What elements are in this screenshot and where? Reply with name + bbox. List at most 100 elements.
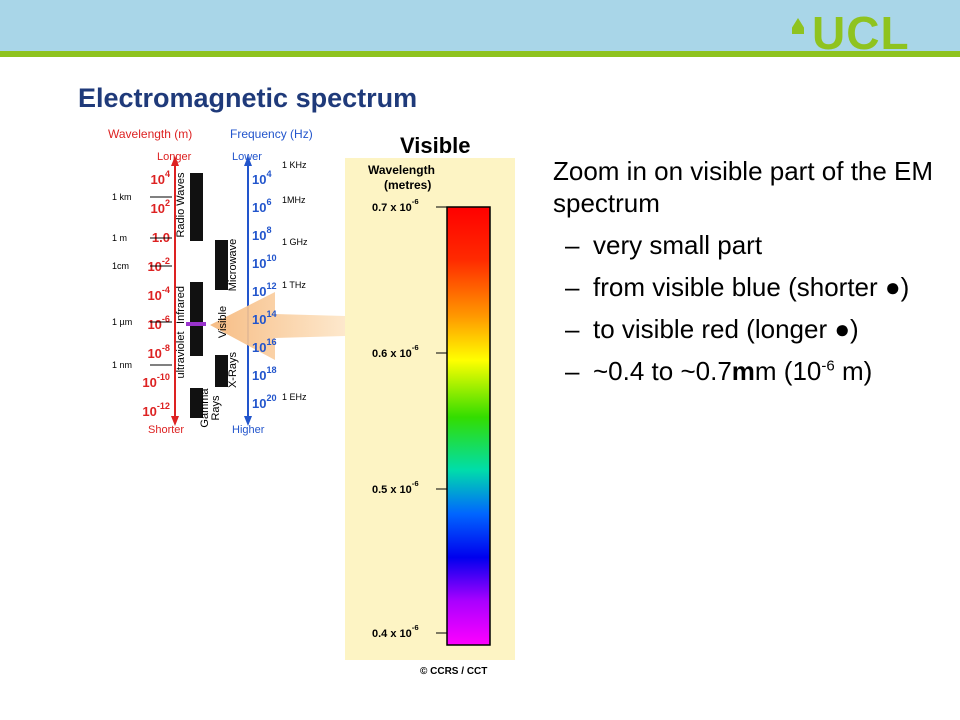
label: © CCRS / CCT xyxy=(420,666,487,677)
base: 10 xyxy=(252,368,266,383)
label: ultraviolet xyxy=(175,331,187,378)
label: Radio Waves xyxy=(175,172,187,238)
base: 10 xyxy=(142,375,156,390)
exponent: 14 xyxy=(266,309,277,319)
base: 10 xyxy=(142,404,156,419)
power-label: 1014 xyxy=(252,309,278,327)
power-label: 1018 xyxy=(252,365,277,383)
base: 10 xyxy=(252,312,266,327)
bullet-marker: – xyxy=(565,356,580,386)
power-label: 10-4 xyxy=(147,285,170,303)
label: Rays xyxy=(210,395,222,421)
power-label: 0.7 x 10-6 xyxy=(372,197,419,214)
power-label: 10-8 xyxy=(147,343,170,361)
ultraviolet-band xyxy=(190,326,203,356)
sub-bullet: – very small part xyxy=(553,229,938,261)
bullet-text: to visible red (longer ●) xyxy=(593,314,859,344)
exponent: -2 xyxy=(162,256,170,266)
header-stripe xyxy=(0,51,960,57)
power-label: 1016 xyxy=(252,337,277,355)
exponent: -6 xyxy=(412,343,419,352)
power-label: 10-12 xyxy=(142,401,170,419)
label: 1cm xyxy=(112,261,129,271)
label: 1 km xyxy=(112,192,132,202)
exponent: 18 xyxy=(266,365,276,375)
main-bullet: Zoom in on visible part of the EM spectr… xyxy=(553,156,934,218)
sub-bullets: – very small part – from visible blue (shor… xyxy=(553,229,938,345)
exponent: -8 xyxy=(162,343,170,353)
label: 1 EHz xyxy=(282,392,307,402)
sub-bullet: – ~0.4 to ~0.7mm (10-6 m) xyxy=(553,355,938,387)
exponent: -6 xyxy=(821,357,835,375)
power-label: 104 xyxy=(252,169,272,187)
power-label: 1020 xyxy=(252,393,277,411)
label: Microwave xyxy=(227,239,239,292)
base: 10 xyxy=(252,256,266,271)
base: 10 xyxy=(252,284,266,299)
exponent: -10 xyxy=(157,372,170,382)
axis-arrow xyxy=(244,416,252,426)
microwave-band xyxy=(215,240,228,290)
base: 0.4 x 10 xyxy=(372,628,412,640)
base: 10 xyxy=(252,200,266,215)
exponent: 20 xyxy=(266,393,276,403)
bullet-marker: – xyxy=(565,314,580,344)
label: Gamma xyxy=(199,388,211,428)
axis-arrow xyxy=(244,156,252,166)
exponent: 4 xyxy=(266,169,272,179)
label: Lower xyxy=(232,151,262,163)
power-label: 102 xyxy=(150,198,170,216)
sub-bullet: – from visible blue (shorter ●) xyxy=(553,271,938,303)
bullet-marker: – xyxy=(565,272,580,302)
label: Visible xyxy=(400,133,471,158)
label: 1 THz xyxy=(282,280,306,290)
power-label: 106 xyxy=(252,197,272,215)
exponent: 12 xyxy=(266,281,276,291)
label: Visible xyxy=(217,306,229,338)
label: Infrared xyxy=(175,286,187,324)
bullet-text: ~0.4 to ~0.7mm (10-6 m) xyxy=(593,355,872,387)
bullet-marker: – xyxy=(565,230,580,260)
symbol: m xyxy=(731,356,755,386)
exponent: -6 xyxy=(412,479,419,488)
label: 1 m xyxy=(112,233,127,243)
power-label: 108 xyxy=(252,225,272,243)
axis-arrow xyxy=(171,156,179,166)
label: Shorter xyxy=(148,424,184,436)
exponent: -6 xyxy=(162,314,170,324)
label: Wavelength xyxy=(368,163,435,177)
label: 1 nm xyxy=(112,360,132,370)
bullet-text: Zoom in on visible part of the EM spectr… xyxy=(553,155,938,397)
power-label: 104 xyxy=(150,169,170,187)
label: Higher xyxy=(232,424,265,436)
base: 10 xyxy=(147,317,161,332)
sub-bullet: – to visible red (longer ●) xyxy=(553,313,938,345)
base: 10 xyxy=(252,340,266,355)
base: 10 xyxy=(252,172,266,187)
slide-title: Electromagnetic spectrum xyxy=(78,83,418,113)
base: 10 xyxy=(252,228,266,243)
base: 0.5 x 10 xyxy=(372,484,412,496)
base: 0.7 x 10 xyxy=(372,202,412,214)
text: m (10 xyxy=(754,356,822,386)
bullet-text: from visible blue (shorter ●) xyxy=(593,272,910,302)
label: Frequency (Hz) xyxy=(230,127,313,141)
exponent: 10 xyxy=(266,253,276,263)
power-label: 1010 xyxy=(252,253,277,271)
text: m) xyxy=(841,356,873,386)
base: 10 xyxy=(147,346,161,361)
label: Wavelength (m) xyxy=(108,127,192,141)
radio-band xyxy=(190,173,203,241)
exponent: 2 xyxy=(165,198,170,208)
base: 0.6 x 10 xyxy=(372,348,412,360)
base: 10 xyxy=(252,396,266,411)
exponent: 8 xyxy=(266,225,271,235)
label: 1 µm xyxy=(112,317,132,327)
label: 1 GHz xyxy=(282,237,308,247)
power-label: 10-10 xyxy=(142,372,170,390)
power-label: 1012 xyxy=(252,281,277,299)
base: 10 xyxy=(150,201,164,216)
label: 1 KHz xyxy=(282,160,307,170)
